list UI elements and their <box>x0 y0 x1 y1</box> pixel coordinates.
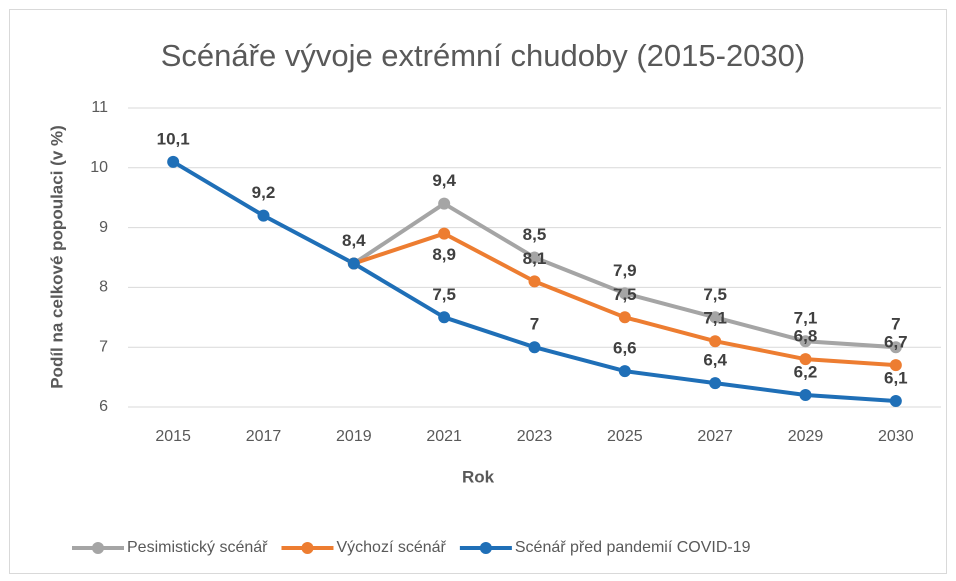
y-axis-label: Podíl na celkové popoulaci (v %) <box>47 125 66 389</box>
data-label: 7,5 <box>703 285 727 304</box>
legend-item: Pesimistický scénář <box>72 539 268 556</box>
y-tick-label: 7 <box>99 338 108 355</box>
data-point <box>438 227 451 240</box>
x-axis-label: Rok <box>462 467 495 486</box>
x-tick-label: 2030 <box>878 428 914 445</box>
x-tick-label: 2027 <box>697 428 733 445</box>
data-point <box>618 287 631 300</box>
legend-marker <box>479 542 492 554</box>
legend-marker <box>92 542 104 554</box>
data-label: 8,5 <box>523 225 547 244</box>
legend-item: Scénář před pandemií COVID-19 <box>459 539 751 556</box>
data-label: 7,5 <box>432 285 456 304</box>
legend-label: Výchozí scénář <box>336 539 446 556</box>
y-tick-label: 11 <box>91 99 108 116</box>
data-point <box>889 341 902 354</box>
data-label: 7,9 <box>613 261 637 280</box>
x-tick-label: 2015 <box>155 428 191 445</box>
x-tick-label: 2025 <box>607 428 643 445</box>
data-point <box>528 251 541 264</box>
data-label: 7 <box>530 315 539 334</box>
data-point <box>618 311 631 324</box>
data-point <box>709 335 722 348</box>
data-label: 6,6 <box>613 339 637 358</box>
data-label: 6,8 <box>794 327 818 346</box>
chart-border <box>9 9 947 574</box>
y-tick-label: 9 <box>99 219 108 236</box>
y-tick-label: 10 <box>90 159 108 176</box>
x-tick-label: 2019 <box>336 428 372 445</box>
data-point <box>528 275 541 288</box>
data-label: 9,2 <box>252 183 276 202</box>
data-label: 10,1 <box>157 129 190 148</box>
data-label: 7,5 <box>613 285 637 304</box>
data-point <box>799 353 812 366</box>
data-point <box>257 209 270 222</box>
data-point <box>709 311 722 324</box>
x-tick-label: 2017 <box>246 428 282 445</box>
data-point <box>438 311 451 324</box>
data-label: 8,1 <box>523 249 547 268</box>
y-tick-label: 8 <box>99 279 108 296</box>
data-point <box>889 359 902 372</box>
data-point <box>799 335 812 348</box>
data-point <box>438 197 451 210</box>
y-tick-label: 6 <box>99 398 108 415</box>
legend-label: Pesimistický scénář <box>127 539 268 556</box>
data-label: 6,1 <box>884 369 908 388</box>
data-label: 6,2 <box>794 363 818 382</box>
data-label: 7 <box>891 315 900 334</box>
x-tick-label: 2029 <box>788 428 824 445</box>
data-point <box>799 389 812 402</box>
x-tick-label: 2021 <box>426 428 462 445</box>
data-label: 6,4 <box>703 351 727 370</box>
data-point <box>709 377 722 390</box>
data-label: 8,9 <box>432 245 456 264</box>
data-point <box>347 257 360 270</box>
data-label: 6,7 <box>884 333 908 352</box>
legend-item: Výchozí scénář <box>281 539 447 556</box>
legend-marker <box>301 542 314 554</box>
x-tick-label: 2023 <box>517 428 553 445</box>
data-label: 7,1 <box>794 309 818 328</box>
legend-label: Scénář před pandemií COVID-19 <box>515 539 751 556</box>
data-label: 7,1 <box>703 309 727 328</box>
chart-title: Scénáře vývoje extrémní chudoby (2015-20… <box>161 38 805 73</box>
data-point <box>167 155 180 168</box>
data-point <box>618 365 631 378</box>
data-point <box>528 341 541 354</box>
data-point <box>889 395 902 408</box>
data-label: 8,4 <box>342 231 366 250</box>
data-label: 9,4 <box>432 171 456 190</box>
